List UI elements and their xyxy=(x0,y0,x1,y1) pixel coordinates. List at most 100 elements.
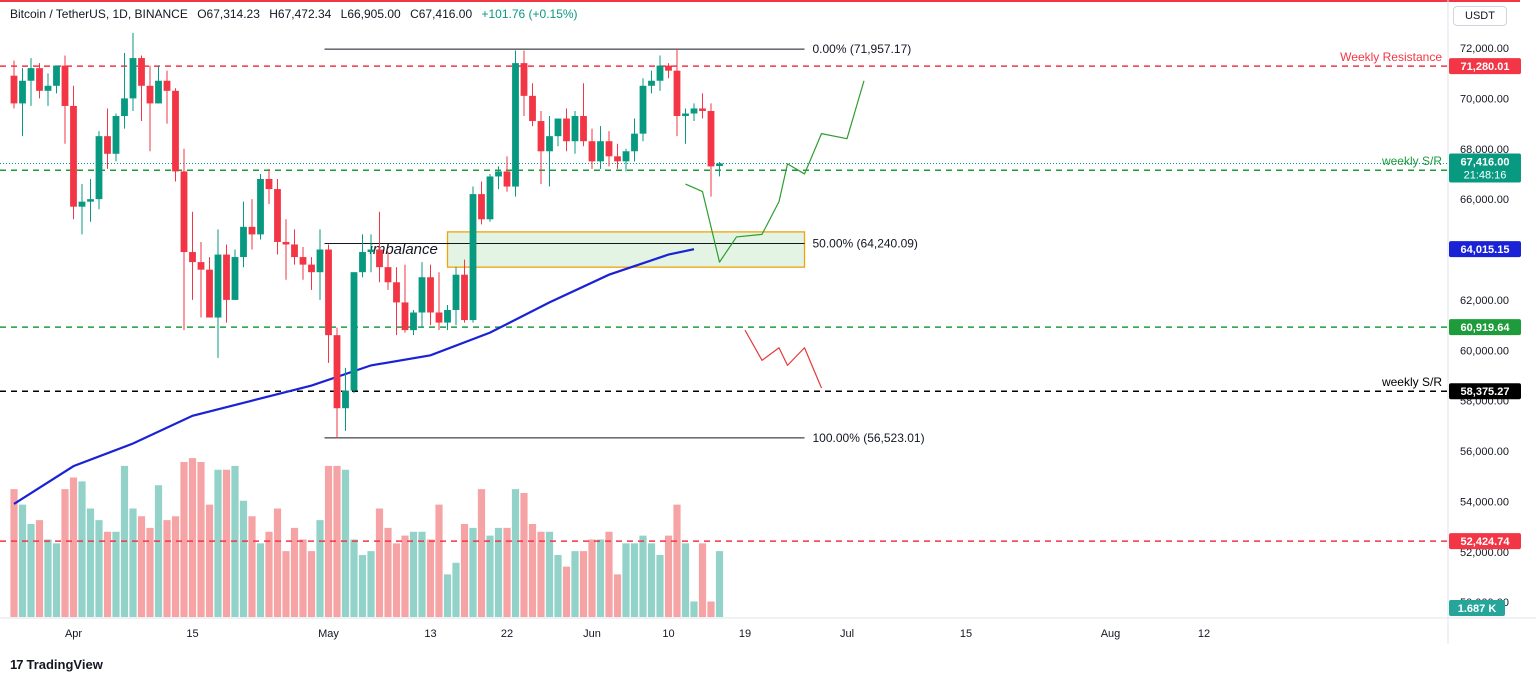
candle-body xyxy=(146,85,154,104)
volume-bar xyxy=(435,504,443,617)
candle-body xyxy=(597,141,604,162)
symbol-title[interactable]: Bitcoin / TetherUS, 1D, BINANCE xyxy=(10,7,188,21)
volume-bar xyxy=(418,531,426,617)
x-tick-label: Jun xyxy=(583,628,601,640)
candle-body xyxy=(350,272,358,391)
candle-body xyxy=(427,277,434,313)
x-tick-label: 13 xyxy=(424,628,436,640)
volume-bar xyxy=(545,531,554,617)
chart-header: Bitcoin / TetherUS, 1D, BINANCE O67,314.… xyxy=(10,7,584,21)
tradingview-icon: 17 xyxy=(10,657,24,672)
currency-unit-button[interactable]: USDT xyxy=(1453,6,1507,26)
brand-name: TradingView xyxy=(26,657,103,672)
candle-body xyxy=(376,249,383,268)
candle-body xyxy=(104,136,111,154)
volume-bar xyxy=(401,535,409,617)
candle-body xyxy=(129,58,137,99)
moving-average-line xyxy=(13,248,695,505)
volume-bar xyxy=(562,566,571,617)
volume-bar xyxy=(137,516,146,617)
volume-bar xyxy=(554,555,562,617)
change-value: +101.76 (+0.15%) xyxy=(481,7,578,21)
candle-body xyxy=(563,118,570,142)
candle-body xyxy=(206,269,213,318)
volume-bar xyxy=(103,531,112,617)
volume-bar xyxy=(197,462,205,617)
candle-body xyxy=(308,264,315,273)
candle-body xyxy=(707,110,715,167)
y-tick-label: 56,000.00 xyxy=(1460,446,1509,458)
candle-body xyxy=(444,309,451,323)
price-tag xyxy=(1449,319,1521,336)
candle-body xyxy=(699,108,706,111)
volume-bar xyxy=(443,574,452,617)
candle-body xyxy=(690,108,698,114)
volume-bar xyxy=(324,465,333,617)
candle-body xyxy=(571,116,579,142)
volume-bar xyxy=(358,555,367,617)
candle-body xyxy=(393,282,400,303)
volume-bar xyxy=(571,551,579,617)
candle-body xyxy=(682,113,689,117)
y-tick-label: 60,000.00 xyxy=(1460,345,1509,357)
candle-body xyxy=(367,249,375,253)
x-tick-label: 15 xyxy=(186,628,198,640)
volume-bar xyxy=(537,531,545,617)
volume-bar xyxy=(664,535,673,617)
level-label: weekly S/R xyxy=(1381,154,1442,168)
volume-bar xyxy=(248,516,256,617)
candle-body xyxy=(138,58,145,86)
volume-bar xyxy=(503,527,511,617)
volume-bar xyxy=(375,508,384,617)
candle-body xyxy=(70,105,77,207)
candle-body xyxy=(469,194,477,321)
volume-tag xyxy=(1449,600,1505,616)
volume-bar xyxy=(698,543,707,617)
x-tick-label: 19 xyxy=(739,628,751,640)
volume-bar xyxy=(409,531,418,617)
y-tick-label: 70,000.00 xyxy=(1460,93,1509,105)
volume-bar xyxy=(469,527,477,617)
volume-bar xyxy=(205,504,214,617)
volume-bar xyxy=(10,489,18,617)
x-tick-label: Apr xyxy=(65,628,82,640)
x-tick-label: Aug xyxy=(1101,628,1121,640)
candle-body xyxy=(418,277,426,313)
price-tag-label: 60,919.64 xyxy=(1461,322,1511,334)
volume-bar xyxy=(511,489,520,617)
volume-bar xyxy=(656,555,664,617)
volume-bar xyxy=(333,465,341,617)
volume-bar xyxy=(163,520,171,617)
candle-body xyxy=(214,254,222,318)
top-accent-line xyxy=(0,0,1520,2)
candle-body xyxy=(622,151,630,162)
open-value: O67,314.23 xyxy=(197,7,260,21)
volume-bar xyxy=(222,469,231,617)
candle-body xyxy=(163,80,171,91)
volume-bar xyxy=(350,539,358,617)
volume-bar xyxy=(690,601,698,617)
fib-label: 100.00% (56,523.01) xyxy=(813,431,925,445)
candle-body xyxy=(461,274,468,321)
volume-bar xyxy=(579,551,588,617)
volume-bar xyxy=(316,520,324,617)
candle-body xyxy=(155,80,162,104)
y-tick-label: 66,000.00 xyxy=(1460,194,1509,206)
x-tick-label: 15 xyxy=(960,628,972,640)
volume-bar xyxy=(290,527,299,617)
volume-bar xyxy=(27,524,35,617)
x-tick-label: Jul xyxy=(840,628,854,640)
candle-body xyxy=(61,65,69,106)
y-tick-label: 68,000.00 xyxy=(1460,144,1509,156)
candle-body xyxy=(257,178,264,235)
candle-body xyxy=(631,133,638,152)
x-tick-label: 10 xyxy=(662,628,674,640)
last-price-tag xyxy=(1449,153,1521,183)
candle-body xyxy=(401,302,409,331)
imbalance-zone xyxy=(446,231,806,268)
candle-body xyxy=(121,98,128,117)
tradingview-logo[interactable]: 17 TradingView xyxy=(10,657,103,672)
volume-bar xyxy=(35,520,44,617)
candle-body xyxy=(112,116,120,154)
